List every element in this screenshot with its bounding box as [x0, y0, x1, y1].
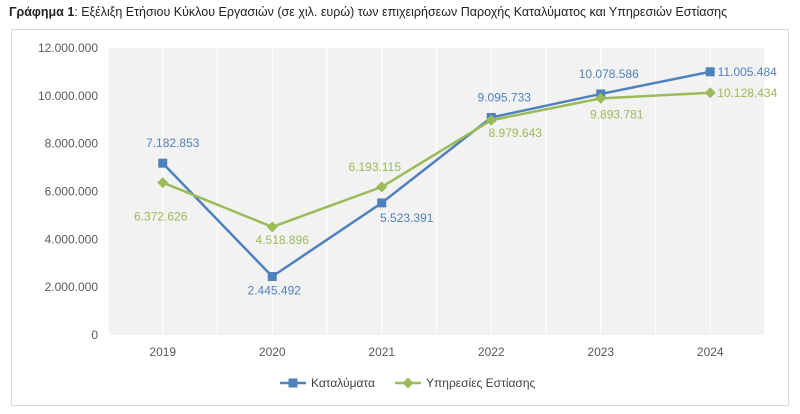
series-line-0 [161, 70, 711, 278]
data-label: 10.078.586 [579, 67, 639, 81]
data-point-marker [705, 67, 715, 77]
x-tick-label: 2019 [149, 345, 176, 359]
chart-title: Γράφημα 1: Εξέλιξη Ετήσιου Κύκλου Εργασι… [9, 5, 727, 19]
data-label: 4.518.896 [256, 233, 310, 247]
y-tick-label: 8.000.000 [45, 137, 99, 151]
data-label: 10.128.434 [717, 86, 777, 100]
chart-title-prefix: Γράφημα 1 [9, 5, 75, 19]
data-label: 6.193.115 [349, 160, 402, 174]
data-label: 9.095.733 [478, 90, 532, 104]
x-tick-label: 2022 [478, 345, 505, 359]
legend-entry-label: Καταλύματα [311, 376, 375, 390]
y-tick-label: 2.000.000 [45, 280, 99, 294]
data-point-marker [267, 272, 277, 282]
x-tick-label: 2020 [259, 345, 286, 359]
chart-title-separator: : [74, 5, 82, 19]
data-label: 9.893.781 [590, 107, 644, 121]
x-tick-label: 2021 [368, 345, 395, 359]
data-label: 5.523.391 [380, 211, 434, 225]
legend-marker [288, 378, 298, 388]
y-tick-label: 6.000.000 [45, 185, 99, 199]
series-line-1 [162, 91, 711, 229]
data-point-marker [595, 92, 607, 104]
legend-entry-label: Υπηρεσίες Εστίασης [426, 376, 536, 390]
x-tick-label: 2023 [587, 345, 614, 359]
data-label: 11.005.484 [718, 65, 777, 79]
data-label: 7.182.853 [146, 136, 200, 150]
data-point-marker [376, 181, 388, 193]
y-tick-label: 4.000.000 [45, 232, 99, 246]
data-point-marker [704, 87, 716, 99]
data-label: 6.372.626 [134, 210, 188, 224]
data-point-marker [377, 198, 387, 208]
y-tick-label: 12.000.000 [38, 41, 98, 55]
chart-title-text: Εξέλιξη Ετήσιου Κύκλου Εργασιών (σε χιλ.… [81, 5, 728, 19]
y-tick-label: 10.000.000 [38, 89, 98, 103]
data-point-marker [485, 114, 497, 126]
y-tick-label: 0 [91, 328, 98, 342]
data-point-marker [266, 221, 278, 233]
data-label: 2.445.492 [248, 284, 302, 298]
data-point-marker [158, 158, 168, 168]
x-tick-label: 2024 [697, 345, 724, 359]
legend-marker [402, 377, 414, 389]
data-label: 8.979.643 [489, 126, 543, 140]
data-point-marker [157, 177, 169, 189]
